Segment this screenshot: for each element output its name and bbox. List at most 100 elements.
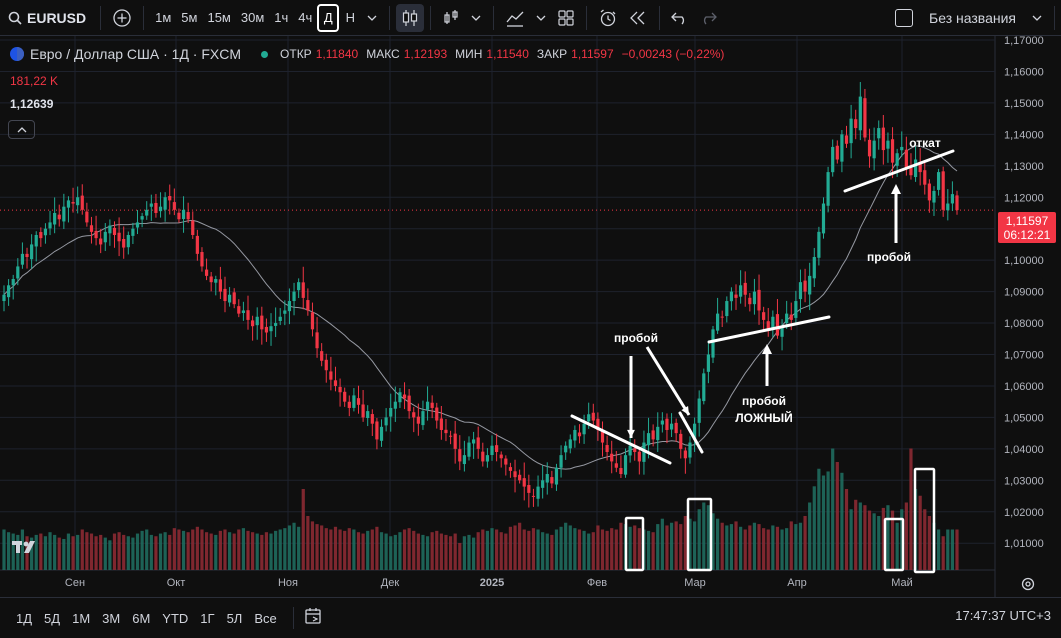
interval-15m[interactable]: 15м (207, 10, 231, 25)
volume-bar (425, 536, 430, 570)
volume-bar (39, 533, 43, 570)
low-value: 1,11540 (486, 47, 529, 61)
volume-bar (831, 448, 835, 570)
layout-title[interactable]: Без названия (929, 10, 1016, 26)
candle-body (582, 423, 586, 435)
candle-body (499, 454, 503, 459)
range-1y[interactable]: 1Г (200, 610, 215, 626)
volume-bar (366, 530, 370, 570)
y-tick-label: 1,14000 (1004, 129, 1044, 141)
layout-checkbox[interactable] (895, 9, 914, 27)
volume-bar (669, 522, 674, 570)
range-5y[interactable]: 5Л (226, 610, 243, 626)
volume-bar (62, 538, 66, 570)
go-to-date-button[interactable] (304, 607, 324, 630)
candle-body (310, 312, 315, 330)
annotation-label: откат (909, 136, 941, 150)
legend-title[interactable]: Евро / Доллар США · 1Д · FXCM (30, 46, 242, 62)
volume-bar (587, 533, 591, 570)
candle-body (729, 291, 734, 302)
candle-body (564, 445, 568, 453)
interval-1m[interactable]: 1м (155, 10, 172, 25)
annotation-label: ЛОЖНЫЙ (735, 410, 792, 425)
candle-body (398, 392, 402, 403)
volume-bar (646, 530, 651, 570)
tradingview-logo[interactable] (12, 538, 42, 559)
collapse-legend-button[interactable] (8, 120, 35, 139)
candle-body (623, 455, 628, 475)
candle-body (297, 282, 301, 291)
indicators-button[interactable] (437, 4, 465, 32)
candle-body (255, 316, 259, 326)
redo-button[interactable] (694, 4, 722, 32)
volume-bar (126, 536, 130, 570)
candle-body (596, 418, 600, 430)
volume-bar (379, 532, 384, 570)
alert-button[interactable] (593, 4, 623, 32)
range-1m[interactable]: 1М (72, 610, 91, 626)
candle-body (628, 445, 632, 456)
symbol-search[interactable]: EURUSD (0, 0, 94, 36)
candle-body (85, 211, 89, 223)
divider (430, 5, 432, 30)
volume-bar (821, 475, 826, 570)
volume-bar (518, 522, 522, 570)
volume-bar (660, 518, 664, 570)
volume-bar (467, 534, 471, 570)
chart-type-dropdown[interactable] (465, 4, 487, 32)
candle-body (932, 190, 936, 203)
range-6m[interactable]: 6М (132, 610, 151, 626)
range-all[interactable]: Все (254, 610, 277, 626)
settings-icon[interactable] (1020, 576, 1036, 592)
indicators-menu-button[interactable] (500, 4, 530, 32)
range-3m[interactable]: 3М (102, 610, 121, 626)
range-1d[interactable]: 1Д (16, 610, 33, 626)
candle-body (771, 316, 775, 331)
interval-day[interactable]: Д (317, 3, 340, 32)
volume-bar (145, 529, 149, 570)
replay-button[interactable] (623, 4, 653, 32)
interval-5m[interactable]: 5м (181, 10, 198, 25)
volume-bar (375, 526, 379, 570)
volume-bar (577, 529, 582, 570)
candle-body (766, 321, 770, 330)
interval-30m[interactable]: 30м (240, 10, 265, 25)
price-chart[interactable]: 1,17000 1,16000 1,15000 1,14000 1,13000 1,120… (0, 36, 1061, 597)
volume-bar (53, 534, 57, 570)
candle-body (283, 310, 287, 314)
volume-bar (904, 502, 908, 570)
layouts-button[interactable] (552, 4, 580, 32)
clock-timezone[interactable]: 17:47:37 UTC+3 (955, 608, 1051, 623)
volume-bar (886, 505, 890, 570)
candle-body (803, 280, 807, 292)
interval-1h[interactable]: 1ч (274, 10, 289, 25)
intervals-dropdown[interactable] (361, 4, 383, 32)
candle-body (375, 421, 379, 440)
volume-bar (536, 529, 540, 570)
layout-dropdown[interactable] (1026, 4, 1048, 32)
volume-bar (324, 528, 328, 570)
undo-button[interactable] (666, 4, 694, 32)
market-status-icon (261, 50, 269, 58)
interval-week[interactable]: Н (345, 10, 355, 25)
candle-body (614, 463, 618, 468)
volume-bar (57, 537, 61, 570)
candles-button[interactable] (396, 3, 425, 32)
range-ytd[interactable]: YTD (162, 610, 189, 626)
volume-highlight-box (913, 467, 936, 574)
indicators-dropdown[interactable] (530, 4, 552, 32)
volume-bar (794, 524, 798, 570)
candle-body (324, 359, 328, 371)
volume-bar (545, 533, 549, 570)
compare-button[interactable] (107, 4, 137, 32)
candle-body (366, 411, 370, 418)
candle-body (462, 455, 466, 465)
candle-body (656, 426, 660, 441)
range-5d[interactable]: 5Д (44, 610, 61, 626)
candle-body (135, 222, 140, 228)
candle-body (913, 159, 918, 178)
candle-body (177, 212, 181, 220)
interval-4h[interactable]: 4ч (298, 10, 313, 25)
volume-bar (476, 532, 480, 570)
y-tick-label: 1,03000 (1004, 475, 1044, 487)
